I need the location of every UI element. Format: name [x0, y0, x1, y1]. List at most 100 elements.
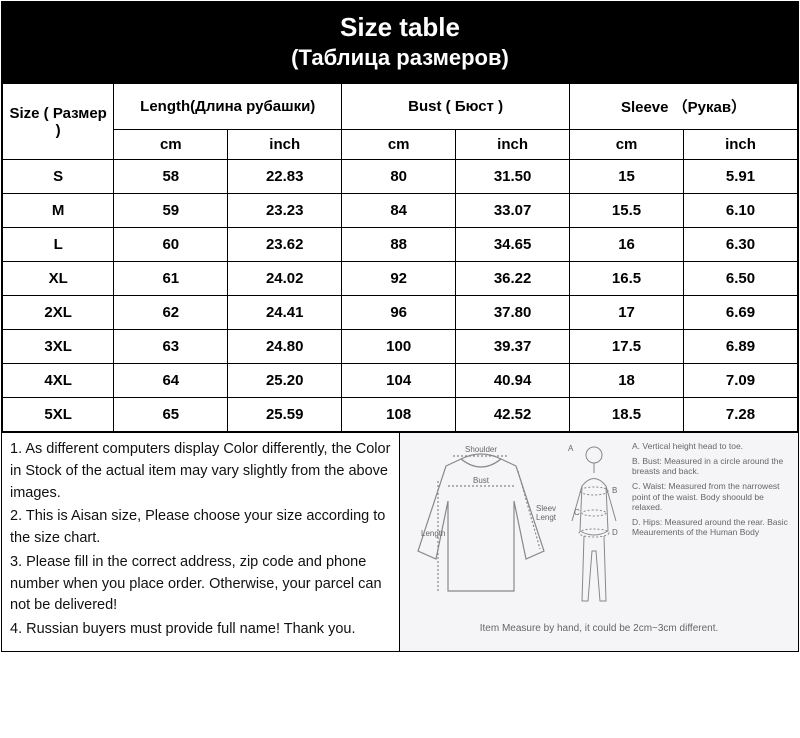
cell-sleeve_in: 6.50 — [684, 262, 798, 296]
cell-bust_in: 37.80 — [456, 296, 570, 330]
col-length-cm: cm — [114, 130, 228, 160]
cell-sleeve_cm: 15.5 — [570, 194, 684, 228]
label-bust: Bust — [473, 476, 490, 485]
cell-sleeve_in: 5.91 — [684, 160, 798, 194]
cell-sleeve_in: 6.89 — [684, 330, 798, 364]
cell-length_cm: 65 — [114, 398, 228, 432]
size-table-container: Size table (Таблица размеров) Size ( Раз… — [1, 1, 799, 652]
cell-sleeve_in: 7.28 — [684, 398, 798, 432]
col-sleeve-inch: inch — [684, 130, 798, 160]
cell-length_cm: 62 — [114, 296, 228, 330]
label-sleeve: SleeveLength — [536, 504, 556, 522]
header-subtitle: (Таблица размеров) — [2, 45, 798, 71]
cell-length_cm: 63 — [114, 330, 228, 364]
cell-length_in: 24.80 — [228, 330, 342, 364]
note-3: 3. Please fill in the correct address, z… — [10, 552, 391, 617]
col-sleeve-cm: cm — [570, 130, 684, 160]
cell-length_in: 22.83 — [228, 160, 342, 194]
col-bust-inch: inch — [456, 130, 570, 160]
legend-a: A. Vertical height head to toe. — [632, 441, 792, 452]
cell-size: XL — [3, 262, 114, 296]
cell-bust_cm: 108 — [342, 398, 456, 432]
col-bust-cm: cm — [342, 130, 456, 160]
cell-size: 3XL — [3, 330, 114, 364]
table-row: 4XL6425.2010440.94187.09 — [3, 364, 798, 398]
cell-bust_cm: 100 — [342, 330, 456, 364]
note-1: 1. As different computers display Color … — [10, 439, 391, 504]
cell-length_cm: 60 — [114, 228, 228, 262]
cell-sleeve_cm: 18.5 — [570, 398, 684, 432]
table-header-row-1: Size ( Размер ) Length(Длина рубашки) Bu… — [3, 84, 798, 130]
cell-length_in: 23.23 — [228, 194, 342, 228]
cell-length_in: 25.20 — [228, 364, 342, 398]
header-title: Size table — [2, 12, 798, 43]
cell-sleeve_in: 7.09 — [684, 364, 798, 398]
table-row: M5923.238433.0715.56.10 — [3, 194, 798, 228]
size-tbody: S5822.838031.50155.91M5923.238433.0715.5… — [3, 160, 798, 432]
header: Size table (Таблица размеров) — [2, 2, 798, 83]
label-length: Length — [421, 529, 445, 538]
measurement-diagram: Shoulder Bust Length SleeveLength — [400, 433, 798, 651]
svg-text:C: C — [574, 508, 580, 517]
cell-sleeve_cm: 17.5 — [570, 330, 684, 364]
table-row: 2XL6224.419637.80176.69 — [3, 296, 798, 330]
cell-size: L — [3, 228, 114, 262]
note-4: 4. Russian buyers must provide full name… — [10, 619, 391, 641]
cell-sleeve_cm: 16 — [570, 228, 684, 262]
footer-row: 1. As different computers display Color … — [2, 432, 798, 651]
cell-bust_cm: 104 — [342, 364, 456, 398]
table-row: 3XL6324.8010039.3717.56.89 — [3, 330, 798, 364]
cell-length_in: 24.02 — [228, 262, 342, 296]
cell-sleeve_cm: 15 — [570, 160, 684, 194]
cell-bust_in: 36.22 — [456, 262, 570, 296]
cell-bust_in: 31.50 — [456, 160, 570, 194]
cell-size: 4XL — [3, 364, 114, 398]
cell-sleeve_cm: 16.5 — [570, 262, 684, 296]
cell-bust_in: 39.37 — [456, 330, 570, 364]
cell-bust_in: 42.52 — [456, 398, 570, 432]
cell-sleeve_in: 6.10 — [684, 194, 798, 228]
cell-length_cm: 58 — [114, 160, 228, 194]
cell-sleeve_cm: 17 — [570, 296, 684, 330]
notes: 1. As different computers display Color … — [2, 433, 400, 651]
cell-length_in: 25.59 — [228, 398, 342, 432]
cell-length_in: 24.41 — [228, 296, 342, 330]
shirt-icon: Shoulder Bust Length SleeveLength — [406, 441, 556, 621]
cell-size: 2XL — [3, 296, 114, 330]
size-table: Size ( Размер ) Length(Длина рубашки) Bu… — [2, 83, 798, 432]
table-row: L6023.628834.65166.30 — [3, 228, 798, 262]
cell-sleeve_in: 6.30 — [684, 228, 798, 262]
cell-length_cm: 64 — [114, 364, 228, 398]
cell-bust_cm: 88 — [342, 228, 456, 262]
cell-bust_cm: 84 — [342, 194, 456, 228]
cell-bust_in: 33.07 — [456, 194, 570, 228]
cell-length_cm: 61 — [114, 262, 228, 296]
col-sleeve: Sleeve （Рукав） — [570, 84, 798, 130]
col-size: Size ( Размер ) — [3, 84, 114, 160]
cell-bust_in: 40.94 — [456, 364, 570, 398]
cell-size: S — [3, 160, 114, 194]
svg-text:A: A — [568, 444, 574, 453]
cell-length_cm: 59 — [114, 194, 228, 228]
label-shoulder: Shoulder — [465, 445, 497, 454]
cell-bust_cm: 80 — [342, 160, 456, 194]
col-length-inch: inch — [228, 130, 342, 160]
diagram-footer: Item Measure by hand, it could be 2cm~3c… — [406, 623, 792, 634]
cell-size: M — [3, 194, 114, 228]
table-row: 5XL6525.5910842.5218.57.28 — [3, 398, 798, 432]
table-row: XL6124.029236.2216.56.50 — [3, 262, 798, 296]
legend-c: C. Waist: Measured from the narrowest po… — [632, 481, 792, 513]
col-length: Length(Длина рубашки) — [114, 84, 342, 130]
cell-bust_in: 34.65 — [456, 228, 570, 262]
svg-text:D: D — [612, 528, 618, 537]
cell-bust_cm: 96 — [342, 296, 456, 330]
col-bust: Bust ( Бюст ) — [342, 84, 570, 130]
legend: A. Vertical height head to toe. B. Bust:… — [632, 441, 792, 621]
table-row: S5822.838031.50155.91 — [3, 160, 798, 194]
cell-size: 5XL — [3, 398, 114, 432]
cell-length_in: 23.62 — [228, 228, 342, 262]
cell-sleeve_cm: 18 — [570, 364, 684, 398]
cell-sleeve_in: 6.69 — [684, 296, 798, 330]
svg-text:B: B — [612, 486, 617, 495]
table-header-row-2: cm inch cm inch cm inch — [3, 130, 798, 160]
